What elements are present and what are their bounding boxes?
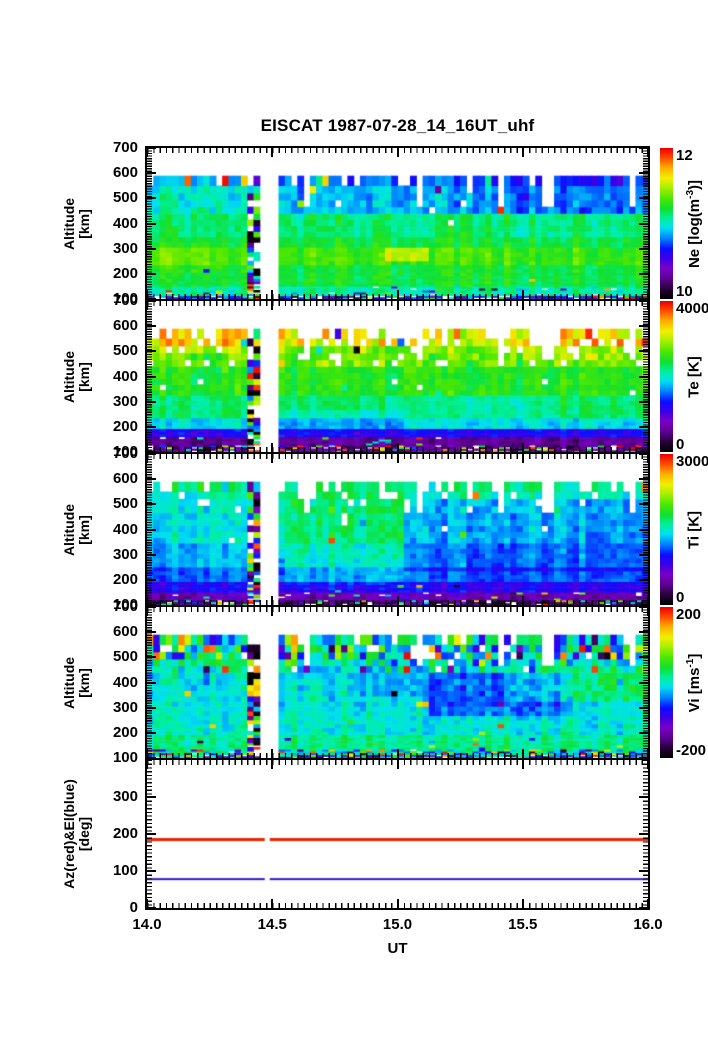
x-tick-label: 16.0 xyxy=(633,916,663,933)
altitude-axis-label: Altitude [km] xyxy=(61,350,92,403)
colorbar-ti xyxy=(660,454,673,605)
heatmap-canvas-te xyxy=(147,301,648,452)
y-tick-label: 400 xyxy=(112,367,138,385)
colorbar-te xyxy=(660,301,673,452)
y-tick-label: 200 xyxy=(112,264,138,282)
colorbar-title-te: Te [K] xyxy=(685,355,703,398)
colorbar-title-vi: Vi [ms-1] xyxy=(685,653,703,712)
y-tick-label: 700 xyxy=(112,292,138,309)
y-tick-label: 700 xyxy=(112,445,138,462)
figure-title: EISCAT 1987-07-28_14_16UT_uhf xyxy=(260,116,535,135)
y-tick-label: 200 xyxy=(112,570,138,588)
colorbar-vi xyxy=(660,607,673,758)
x-tick-label: 14.0 xyxy=(132,916,162,933)
y-tick-label: 600 xyxy=(112,164,138,182)
y-tick-label: 100 xyxy=(112,596,138,613)
y-tick-label: 500 xyxy=(112,495,138,513)
heatmap-canvas-ti xyxy=(147,454,648,605)
y-tick-label: 100 xyxy=(112,290,138,307)
y-tick-label: 300 xyxy=(112,392,138,410)
colorbar-min-label: 0 xyxy=(676,436,685,453)
y-tick-label: 100 xyxy=(112,443,138,460)
y-tick-label: 300 xyxy=(112,788,138,805)
y-tick-label: 200 xyxy=(112,417,138,435)
y-tick-label: 100 xyxy=(112,862,138,879)
y-tick-label: 400 xyxy=(112,520,138,538)
colorbar-title-ne: Ne [log(m-3)] xyxy=(685,179,703,268)
x-tick-label: 14.5 xyxy=(257,916,287,933)
y-tick-label: 300 xyxy=(112,698,138,716)
azel-panel xyxy=(145,758,650,910)
altitude-axis-label: Altitude [km] xyxy=(61,503,92,556)
y-tick-label: 300 xyxy=(112,239,138,257)
y-tick-label: 500 xyxy=(112,189,138,207)
heatmap-panel-ti xyxy=(145,452,650,607)
y-tick-label: 700 xyxy=(112,139,138,156)
colorbar-min-label: -200 xyxy=(676,742,707,759)
y-tick-label: 300 xyxy=(112,545,138,563)
colorbar-min-label: 10 xyxy=(676,283,693,300)
colorbar-title-ti: Ti [K] xyxy=(685,510,703,549)
colorbar-max-label: 200 xyxy=(676,606,702,623)
y-tick-label: 0 xyxy=(129,899,138,916)
azel-axis-label: Az(red)&El(blue) [deg] xyxy=(61,779,92,889)
colorbar-max-label: 3000 xyxy=(676,453,708,470)
heatmap-canvas-vi xyxy=(147,607,648,758)
colorbar-max-label: 4000 xyxy=(676,300,708,317)
y-tick-label: 500 xyxy=(112,342,138,360)
altitude-axis-label: Altitude [km] xyxy=(61,197,92,250)
y-tick-label: 500 xyxy=(112,648,138,666)
heatmap-canvas-ne xyxy=(147,148,648,299)
colorbar-max-label: 12 xyxy=(676,147,693,164)
y-tick-label: 600 xyxy=(112,623,138,641)
altitude-axis-label: Altitude [km] xyxy=(61,656,92,709)
y-tick-label: 100 xyxy=(112,749,138,766)
azel-line-plot xyxy=(147,760,648,908)
x-tick-label: 15.0 xyxy=(382,916,413,933)
heatmap-panel-te xyxy=(145,299,650,454)
heatmap-panel-vi xyxy=(145,605,650,760)
colorbar-ne xyxy=(660,148,673,299)
y-tick-label: 600 xyxy=(112,317,138,335)
y-tick-label: 200 xyxy=(112,723,138,741)
y-tick-label: 400 xyxy=(112,673,138,691)
colorbar-min-label: 0 xyxy=(676,589,685,606)
x-tick-label: 15.5 xyxy=(508,916,538,933)
heatmap-panel-ne xyxy=(145,146,650,301)
x-axis-label: UT xyxy=(387,940,408,957)
y-tick-label: 700 xyxy=(112,598,138,615)
y-tick-label: 600 xyxy=(112,470,138,488)
y-tick-label: 200 xyxy=(112,825,138,842)
y-tick-label: 400 xyxy=(112,214,138,232)
